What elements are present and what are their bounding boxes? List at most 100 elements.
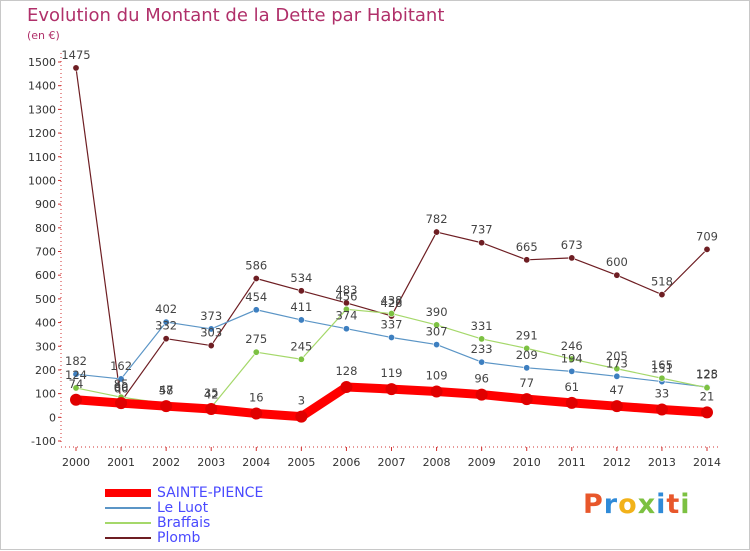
- data-point: [297, 287, 305, 295]
- data-point: [252, 306, 260, 314]
- data-point: [433, 228, 441, 236]
- data-label: 303: [200, 326, 222, 340]
- data-label: 128: [335, 364, 357, 378]
- logo-letter: i: [680, 489, 691, 520]
- logo-letter: i: [656, 489, 667, 520]
- data-label: 173: [606, 356, 628, 370]
- data-label: 600: [606, 255, 628, 269]
- data-label: 534: [290, 271, 312, 285]
- data-point: [523, 344, 531, 352]
- data-label: 456: [335, 289, 357, 303]
- x-tick-label: 2001: [107, 456, 135, 469]
- legend-label: Braffais: [157, 514, 211, 531]
- y-tick-label: 1200: [28, 127, 56, 140]
- data-label: 47: [610, 383, 625, 397]
- data-label: 77: [519, 376, 534, 390]
- x-tick-label: 2006: [332, 456, 360, 469]
- data-point: [478, 239, 486, 247]
- data-point: [72, 370, 80, 378]
- data-label: 33: [655, 386, 670, 400]
- data-label: 124: [65, 368, 87, 382]
- data-label: 245: [290, 339, 312, 353]
- x-tick-label: 2014: [693, 456, 721, 469]
- data-point: [297, 316, 305, 324]
- data-point: [252, 275, 260, 283]
- data-point: [342, 325, 350, 333]
- data-point: [162, 318, 170, 326]
- logo-letter: t: [666, 489, 681, 520]
- y-tick-label: -100: [31, 435, 56, 448]
- data-point: [72, 384, 80, 392]
- data-point: [433, 341, 441, 349]
- data-label: 1475: [61, 48, 90, 62]
- data-label: 194: [561, 351, 583, 365]
- data-label: 374: [335, 309, 357, 323]
- data-point: [701, 406, 713, 419]
- data-label: 782: [426, 212, 448, 226]
- y-tick-label: 300: [35, 340, 56, 353]
- data-label: 373: [200, 309, 222, 323]
- x-tick-label: 2002: [152, 456, 180, 469]
- y-tick-label: 200: [35, 364, 56, 377]
- data-point: [523, 256, 531, 264]
- legend-swatch: [105, 536, 151, 539]
- data-label: 42: [204, 387, 219, 401]
- data-label: 85: [114, 377, 129, 391]
- y-tick-label: 1400: [28, 80, 56, 93]
- data-point: [658, 291, 666, 299]
- data-label: 128: [696, 367, 718, 381]
- x-tick-label: 2012: [603, 456, 631, 469]
- data-point: [568, 355, 576, 363]
- logo-letter: r: [603, 489, 619, 520]
- data-point: [430, 385, 443, 398]
- data-point: [658, 374, 666, 382]
- data-point: [610, 400, 623, 413]
- data-label: 109: [426, 368, 448, 382]
- x-tick-label: 2013: [648, 456, 676, 469]
- logo-letter: x: [637, 489, 657, 520]
- data-label: 165: [651, 358, 673, 372]
- y-tick-label: 0: [49, 411, 56, 424]
- legend-item: Le Luot: [105, 499, 263, 516]
- data-point: [613, 372, 621, 380]
- legend-item: Plomb: [105, 529, 263, 546]
- data-point: [433, 321, 441, 329]
- y-tick-label: 1300: [28, 103, 56, 116]
- x-tick-label: 2010: [513, 456, 541, 469]
- y-tick-label: 600: [35, 269, 56, 282]
- x-tick-label: 2007: [378, 456, 406, 469]
- y-tick-label: 700: [35, 246, 56, 259]
- y-tick-label: 800: [35, 222, 56, 235]
- x-tick-label: 2005: [287, 456, 315, 469]
- data-label: 58: [159, 384, 174, 398]
- data-label: 47: [159, 383, 174, 397]
- data-point: [207, 342, 215, 350]
- y-tick-label: 500: [35, 293, 56, 306]
- data-label: 665: [516, 240, 538, 254]
- data-label: 162: [110, 359, 132, 373]
- data-point: [565, 396, 578, 409]
- legend-swatch: [105, 488, 151, 497]
- data-point: [295, 410, 308, 423]
- x-tick-label: 2008: [423, 456, 451, 469]
- legend-label: SAINTE-PIENCE: [157, 484, 264, 501]
- data-label: 182: [65, 354, 87, 368]
- data-label: 60: [114, 380, 129, 394]
- data-label: 402: [155, 302, 177, 316]
- legend-label: Plomb: [157, 529, 201, 546]
- data-point: [207, 325, 215, 333]
- data-label: 411: [290, 300, 312, 314]
- data-point: [342, 305, 350, 313]
- data-point: [655, 403, 668, 416]
- x-tick-label: 2011: [558, 456, 586, 469]
- unit-label: (en €): [27, 29, 60, 42]
- logo-letter: o: [618, 489, 638, 520]
- legend-label: Le Luot: [157, 499, 209, 516]
- data-label: 307: [426, 325, 448, 339]
- data-point: [70, 393, 82, 406]
- x-tick-label: 2009: [468, 456, 496, 469]
- data-point: [297, 355, 305, 363]
- data-label: 66: [114, 382, 129, 396]
- data-point: [478, 358, 486, 366]
